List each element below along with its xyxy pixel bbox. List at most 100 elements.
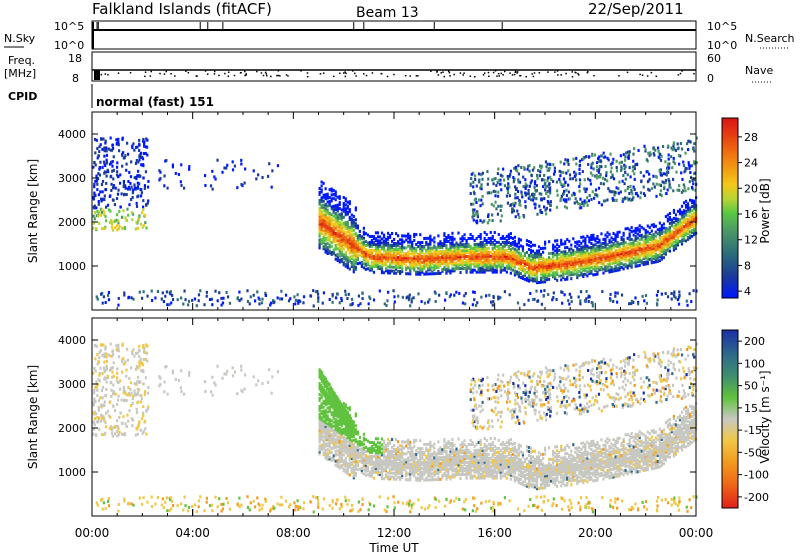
echo-cell <box>604 249 607 253</box>
echo-cell <box>630 255 633 259</box>
echo-cell <box>564 250 567 254</box>
echo-cell <box>342 209 345 213</box>
echo-cell <box>346 244 349 248</box>
echo-cell <box>617 187 620 191</box>
echo-cell <box>467 250 470 254</box>
echo-cell <box>197 293 201 297</box>
echo-cell <box>616 300 619 304</box>
nave-dot <box>586 71 589 74</box>
echo-cell <box>368 440 372 444</box>
echo-cell <box>334 233 337 237</box>
echo-cell <box>580 241 583 245</box>
echo-cell <box>642 251 645 255</box>
echo-cell <box>358 235 361 239</box>
echo-cell <box>138 149 141 153</box>
echo-cell <box>481 202 484 206</box>
echo-cell <box>588 272 591 276</box>
echo-cell <box>652 235 655 239</box>
echo-cell <box>362 254 365 258</box>
echo-cell <box>320 228 323 232</box>
echo-cell <box>318 406 321 410</box>
echo-cell <box>338 466 341 470</box>
echo-cell <box>107 208 111 212</box>
echo-cell <box>652 248 655 252</box>
echo-cell <box>125 162 128 166</box>
echo-cell <box>342 253 345 257</box>
echo-cell <box>437 252 440 256</box>
echo-cell <box>318 418 321 422</box>
echo-cell <box>338 236 341 240</box>
echo-cell <box>678 228 682 232</box>
echo-cell <box>494 194 497 198</box>
echo-cell <box>405 258 408 262</box>
echo-cell <box>397 244 400 248</box>
echo-cell <box>525 278 529 282</box>
echo-cell <box>423 246 426 250</box>
echo-cell <box>517 267 521 271</box>
echo-cell <box>368 244 372 248</box>
echo-cell <box>682 227 686 231</box>
echo-cell <box>604 267 607 271</box>
echo-cell <box>168 303 171 307</box>
echo-cell <box>668 235 672 239</box>
echo-cell <box>92 226 95 230</box>
echo-cell <box>551 179 555 183</box>
echo-cell <box>356 446 359 450</box>
echo-cell <box>529 291 532 295</box>
echo-cell <box>499 173 502 177</box>
echo-cell <box>107 298 111 302</box>
echo-cell <box>568 239 571 243</box>
echo-cell <box>575 178 578 182</box>
echo-cell <box>648 251 651 255</box>
echo-cell <box>344 240 347 244</box>
echo-cell <box>346 450 349 454</box>
nave-dot <box>442 71 444 73</box>
echo-cell <box>586 196 589 200</box>
echo-cell <box>421 241 424 245</box>
echo-cell <box>584 243 587 247</box>
echo-cell <box>526 184 529 188</box>
echo-cell <box>644 294 648 298</box>
echo-cell <box>509 173 512 177</box>
echo-cell <box>447 261 450 265</box>
echo-cell <box>660 241 663 245</box>
echo-cell <box>372 476 376 480</box>
echo-cell <box>447 267 450 271</box>
nave-dot <box>679 72 682 75</box>
echo-cell <box>614 249 617 253</box>
echo-cell <box>644 254 647 258</box>
echo-cell <box>358 247 361 251</box>
echo-cell <box>334 224 337 228</box>
echo-cell <box>156 290 160 294</box>
echo-cell <box>608 240 611 244</box>
echo-cell <box>356 432 359 436</box>
echo-cell <box>478 180 481 184</box>
echo-cell <box>601 176 605 180</box>
echo-cell <box>523 166 526 170</box>
echo-cell <box>519 260 523 264</box>
echo-cell <box>395 249 398 253</box>
echo-cell <box>566 245 569 249</box>
echo-cell <box>690 224 694 228</box>
cpid-value: normal (fast) 151 <box>96 95 214 109</box>
echo-cell <box>481 268 484 272</box>
echo-cell <box>509 232 512 236</box>
echo-cell <box>590 253 593 257</box>
echo-cell <box>334 414 337 418</box>
echo-cell <box>326 238 329 242</box>
echo-cell <box>445 247 448 251</box>
echo-cell <box>368 248 372 252</box>
echo-cell <box>360 441 363 445</box>
echo-cell <box>656 259 659 263</box>
echo-cell <box>686 229 690 233</box>
echo-cell <box>606 266 609 270</box>
echo-cell <box>417 241 420 245</box>
echo-cell <box>693 172 696 176</box>
echo-cell <box>532 298 535 302</box>
echo-cell <box>650 255 653 259</box>
echo-cell <box>409 270 412 274</box>
echo-cell <box>342 243 345 247</box>
echo-cell <box>330 450 333 454</box>
echo-cell <box>360 451 363 455</box>
echo-cell <box>656 240 659 244</box>
